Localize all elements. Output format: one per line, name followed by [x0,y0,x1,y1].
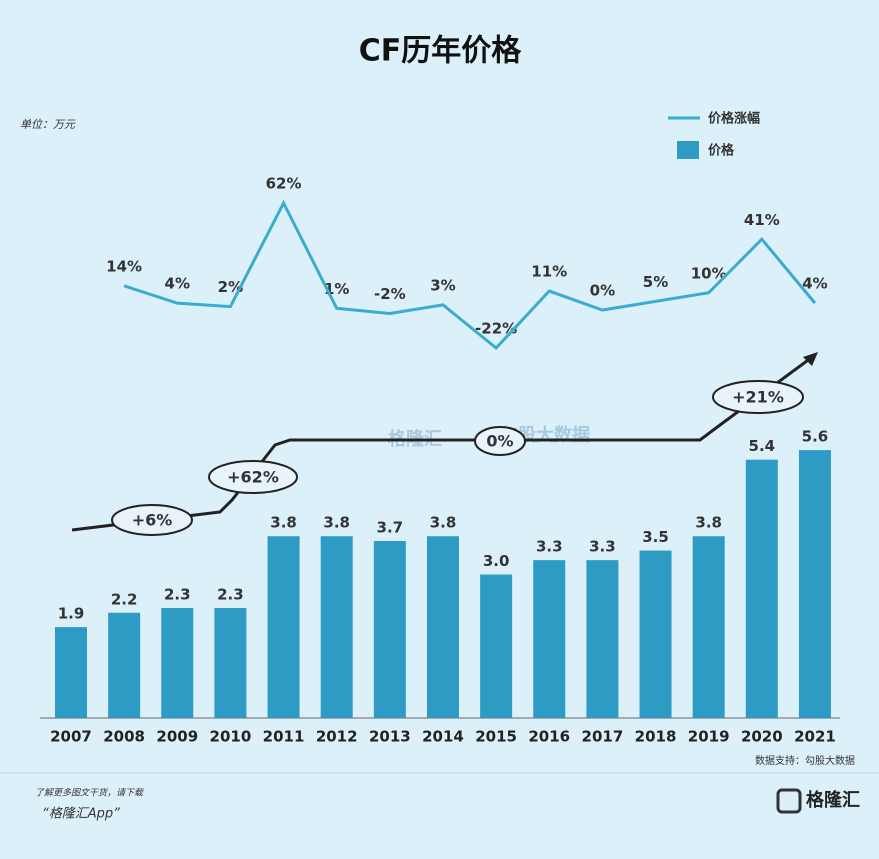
bar [586,560,619,718]
data-label: 3.8 [323,514,350,532]
data-label: 0% [590,282,615,300]
bar [214,607,247,718]
data-label: 5.6 [802,428,829,446]
x-tick-label: 2012 [316,728,358,746]
annotation: +21% [732,388,784,407]
annotation-ellipse [208,460,298,494]
annotation-ellipse [474,426,526,456]
data-label: 3.7 [377,519,404,537]
legend-swatch [677,141,699,159]
x-tick-label: 2007 [50,728,92,746]
data-label: 1.9 [58,605,85,623]
x-tick-label: 2019 [688,728,730,746]
trend-arrow [71,353,816,532]
data-label: 3% [430,276,455,294]
data-label: 5.4 [749,437,776,455]
bar [798,450,831,718]
data-label: 5% [643,273,668,291]
data-label: 3.5 [642,528,669,546]
data-label: 62% [266,175,302,193]
bar [426,536,459,718]
annotation: +62% [227,468,279,487]
bar [267,536,300,718]
annotation: 0% [486,432,513,451]
bar [373,541,406,718]
annotation: +6% [132,511,173,530]
bar [745,459,778,718]
bar [55,627,87,718]
data-label: 3.0 [483,552,510,570]
data-label: 2.3 [164,585,191,603]
x-tick-label: 2009 [156,728,198,746]
x-tick-label: 2014 [422,728,464,746]
data-label: 14% [106,257,142,275]
line [123,199,817,351]
x-tick-label: 2011 [263,728,305,746]
x-tick-label: 2008 [103,728,145,746]
data-label: -2% [374,285,406,303]
annotation-ellipse [111,504,193,536]
data-label: 3.3 [536,538,563,556]
data-label: 3.8 [430,514,457,532]
legend-label: 价格 [708,143,735,159]
arrow-head [803,352,818,366]
bar [692,536,725,718]
data-label: 2.2 [111,590,138,608]
data-label: 11% [531,263,567,281]
x-tick-label: 2021 [794,728,836,746]
bar [639,550,672,718]
footer-text: 了解更多图文干货，请下载 [35,788,144,799]
x-tick-label: 2016 [528,728,570,746]
data-label: 3.3 [589,538,616,556]
legend-label: 价格涨幅 [708,111,760,127]
x-tick-label: 2018 [635,728,677,746]
logo: 格隆汇 [806,789,860,811]
annotation-ellipse [712,380,804,414]
data-label: 4% [165,275,190,293]
x-tick-label: 2015 [475,728,517,746]
footer-text: “格隆汇App” [42,807,120,822]
unit-label: 单位：万元 [20,118,76,131]
bar [480,574,513,718]
bar [533,560,566,718]
x-tick-label: 2017 [582,728,624,746]
x-tick-label: 2010 [210,728,252,746]
logo-icon [776,788,802,814]
data-label: 3.8 [270,514,297,532]
chart-title: CF历年价格 [359,34,523,69]
source: 数据支持：勾股大数据 [755,754,855,767]
bar [320,536,353,718]
data-label: 4% [802,275,827,293]
data-label: 3.8 [695,514,722,532]
x-tick-label: 2020 [741,728,783,746]
bar [161,607,194,718]
data-label: -22% [475,319,517,337]
bar [108,612,141,718]
data-label: 10% [691,264,727,282]
x-tick-label: 2013 [369,728,411,746]
data-label: 41% [744,211,780,229]
data-label: 2.3 [217,585,244,603]
